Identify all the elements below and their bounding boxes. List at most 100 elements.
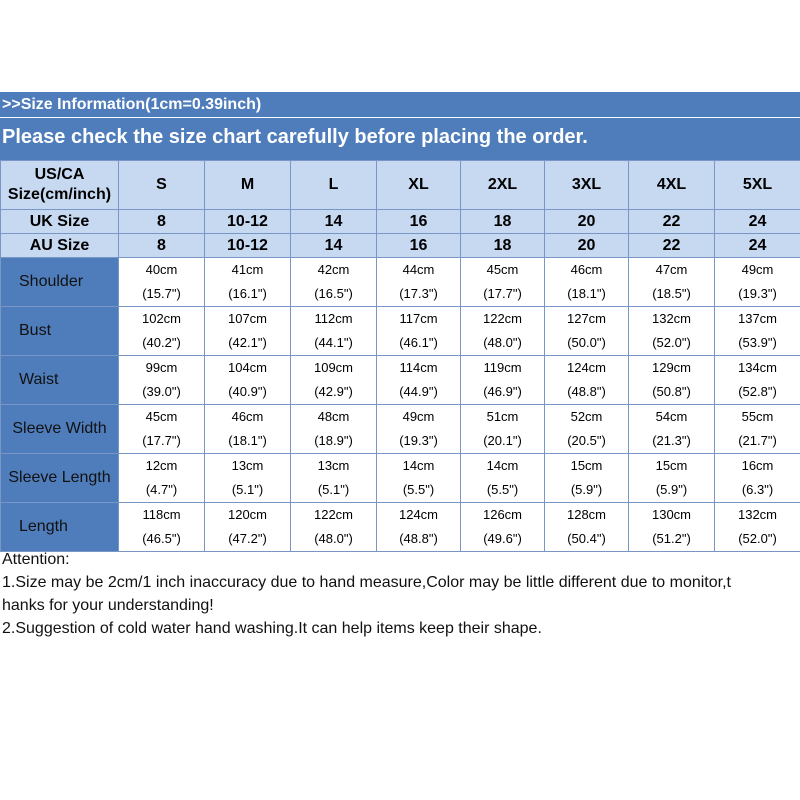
au-size-value: 8 xyxy=(118,233,205,258)
measure-cell: 109cm (42.9") xyxy=(290,355,377,405)
inch-value: (51.2") xyxy=(652,531,691,546)
cm-value: 14cm xyxy=(402,458,435,473)
inch-value: (52.8") xyxy=(738,384,777,399)
inch-value: (5.9") xyxy=(655,482,688,497)
size-header-s: S xyxy=(118,160,205,210)
cm-value: 40cm xyxy=(145,262,178,277)
cm-value: 16cm xyxy=(741,458,774,473)
inch-value: (6.3") xyxy=(741,482,774,497)
inch-value: (50.8") xyxy=(652,384,691,399)
cm-value: 132cm xyxy=(651,311,692,326)
cm-value: 14cm xyxy=(486,458,519,473)
cm-value: 118cm xyxy=(142,507,181,522)
au-size-value: 14 xyxy=(290,233,377,258)
au-size-value: 22 xyxy=(628,233,715,258)
measure-cell: 122cm (48.0") xyxy=(460,306,545,356)
au-size-label: AU Size xyxy=(0,233,119,258)
size-chart: >>Size Information(1cm=0.39inch) Please … xyxy=(0,92,800,552)
au-size-row: AU Size 8 10-12 14 16 18 20 22 24 xyxy=(0,233,800,258)
measure-row-waist: Waist 99cm (39.0") 104cm (40.9") 109cm (42.9")… xyxy=(0,355,800,405)
cm-value: 134cm xyxy=(737,360,778,375)
inch-value: (21.3") xyxy=(652,433,691,448)
measure-row-bust: Bust 102cm (40.2") 107cm (42.1") 112cm (44.1")… xyxy=(0,306,800,356)
size-header-2xl: 2XL xyxy=(460,160,545,210)
measure-row-sleeve-length: Sleeve Length 12cm (4.7") 13cm (5.1") 13cm (5.… xyxy=(0,453,800,503)
measure-cell: 14cm (5.5") xyxy=(376,453,461,503)
au-size-value: 18 xyxy=(460,233,545,258)
measure-cell: 45cm (17.7") xyxy=(460,257,545,307)
cm-value: 104cm xyxy=(227,360,268,375)
inch-value: (17.3") xyxy=(399,286,438,301)
measure-cell: 104cm (40.9") xyxy=(204,355,291,405)
cm-value: 117cm xyxy=(399,311,438,326)
cm-value: 51cm xyxy=(486,409,519,424)
inch-value: (18.1") xyxy=(567,286,606,301)
uk-size-value: 10-12 xyxy=(204,209,291,234)
cm-value: 112cm xyxy=(314,311,353,326)
measure-cell: 102cm (40.2") xyxy=(118,306,205,356)
inch-value: (16.1") xyxy=(228,286,267,301)
inch-value: (46.1") xyxy=(399,335,438,350)
cm-value: 48cm xyxy=(317,409,350,424)
measure-cell: 117cm (46.1") xyxy=(376,306,461,356)
measure-cell: 129cm (50.8") xyxy=(628,355,715,405)
cm-value: 107cm xyxy=(227,311,268,326)
measure-cell: 127cm (50.0") xyxy=(544,306,629,356)
cm-value: 109cm xyxy=(313,360,354,375)
inch-value: (40.9") xyxy=(228,384,267,399)
measure-cell: 120cm (47.2") xyxy=(204,502,291,552)
inch-value: (42.1") xyxy=(228,335,267,350)
cm-value: 126cm xyxy=(482,507,523,522)
cm-value: 46cm xyxy=(231,409,264,424)
size-header-4xl: 4XL xyxy=(628,160,715,210)
measure-cell: 51cm (20.1") xyxy=(460,404,545,454)
measure-cell: 122cm (48.0") xyxy=(290,502,377,552)
cm-value: 122cm xyxy=(313,507,354,522)
measure-cell: 124cm (48.8") xyxy=(376,502,461,552)
measure-cell: 54cm (21.3") xyxy=(628,404,715,454)
inch-value: (39.0") xyxy=(142,384,181,399)
inch-value: (52.0") xyxy=(738,531,777,546)
inch-value: (5.5") xyxy=(486,482,519,497)
measure-cell: 46cm (18.1") xyxy=(544,257,629,307)
measure-cell: 48cm (18.9") xyxy=(290,404,377,454)
cm-value: 12cm xyxy=(145,458,178,473)
uk-size-value: 22 xyxy=(628,209,715,234)
measure-label-length: Length xyxy=(0,502,119,552)
measure-cell: 44cm (17.3") xyxy=(376,257,461,307)
size-table: US/CA Size(cm/inch) S M L XL 2XL 3XL 4XL 5XL UK… xyxy=(0,160,800,552)
note-line-2: hanks for your understanding! xyxy=(2,597,214,614)
inch-value: (40.2") xyxy=(142,335,181,350)
measure-row-shoulder: Shoulder 40cm (15.7") 41cm (16.1") 42cm (16.5"… xyxy=(0,257,800,307)
inch-value: (20.1") xyxy=(483,433,522,448)
measure-cell: 119cm (46.9") xyxy=(460,355,545,405)
inch-value: (18.5") xyxy=(652,286,691,301)
uk-size-value: 16 xyxy=(376,209,461,234)
cm-value: 128cm xyxy=(566,507,607,522)
cm-value: 55cm xyxy=(741,409,774,424)
size-header-5xl: 5XL xyxy=(714,160,800,210)
cm-value: 130cm xyxy=(651,507,692,522)
corner-line-2: Size(cm/inch) xyxy=(7,186,112,203)
inch-value: (50.4") xyxy=(567,531,606,546)
inch-value: (42.9") xyxy=(314,384,353,399)
cm-value: 45cm xyxy=(145,409,178,424)
cm-value: 49cm xyxy=(402,409,435,424)
cm-value: 102cm xyxy=(141,311,182,326)
measure-cell: 12cm (4.7") xyxy=(118,453,205,503)
size-header-xl: XL xyxy=(376,160,461,210)
cm-value: 45cm xyxy=(486,262,519,277)
cm-value: 122cm xyxy=(482,311,523,326)
inch-value: (44.1") xyxy=(314,335,353,350)
corner-line-1: US/CA xyxy=(34,166,85,183)
uk-size-value: 18 xyxy=(460,209,545,234)
inch-value: (46.9") xyxy=(483,384,522,399)
inch-value: (17.7") xyxy=(142,433,181,448)
inch-value: (15.7") xyxy=(142,286,181,301)
cm-value: 132cm xyxy=(737,507,778,522)
measure-cell: 40cm (15.7") xyxy=(118,257,205,307)
inch-value: (17.7") xyxy=(483,286,522,301)
measure-label-waist: Waist xyxy=(0,355,119,405)
uk-size-value: 20 xyxy=(544,209,629,234)
measure-cell: 132cm (52.0") xyxy=(714,502,800,552)
